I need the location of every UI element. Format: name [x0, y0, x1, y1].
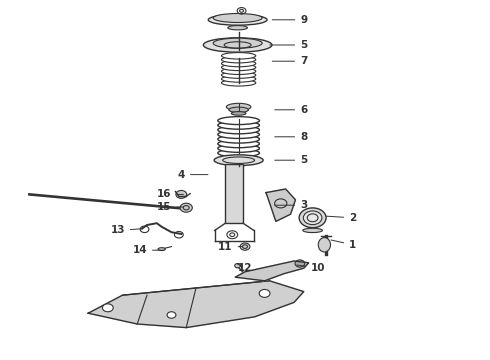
Ellipse shape [240, 243, 250, 250]
Text: 16: 16 [157, 189, 183, 199]
Ellipse shape [221, 64, 256, 71]
Ellipse shape [259, 289, 270, 297]
Text: 14: 14 [132, 245, 164, 255]
Text: 11: 11 [218, 242, 242, 252]
Bar [225, 164, 243, 223]
Polygon shape [266, 189, 295, 221]
Ellipse shape [218, 126, 260, 134]
Ellipse shape [218, 131, 260, 139]
Ellipse shape [235, 264, 241, 268]
Ellipse shape [221, 68, 256, 75]
Ellipse shape [213, 14, 262, 23]
Ellipse shape [158, 248, 166, 251]
Ellipse shape [229, 107, 248, 113]
Ellipse shape [303, 211, 322, 225]
Text: 2: 2 [326, 213, 356, 223]
Polygon shape [88, 281, 304, 328]
Ellipse shape [318, 238, 330, 252]
Text: 4: 4 [177, 170, 208, 180]
Ellipse shape [226, 103, 251, 111]
Text: 6: 6 [275, 105, 307, 115]
Ellipse shape [231, 112, 246, 115]
Ellipse shape [218, 144, 260, 152]
Ellipse shape [218, 140, 260, 148]
Ellipse shape [180, 203, 192, 212]
Ellipse shape [303, 228, 322, 233]
Ellipse shape [218, 135, 260, 143]
Text: 8: 8 [275, 132, 307, 142]
Ellipse shape [218, 117, 260, 125]
Text: 1: 1 [331, 240, 356, 250]
Ellipse shape [167, 312, 176, 318]
Ellipse shape [102, 304, 113, 312]
Ellipse shape [221, 60, 256, 67]
Ellipse shape [213, 38, 262, 48]
Ellipse shape [221, 57, 256, 63]
Polygon shape [235, 261, 309, 281]
Ellipse shape [218, 121, 260, 129]
Text: 10: 10 [297, 263, 326, 273]
Text: 3: 3 [275, 200, 307, 210]
Ellipse shape [221, 80, 256, 86]
Text: 9: 9 [272, 15, 307, 25]
Ellipse shape [208, 14, 267, 25]
Ellipse shape [221, 72, 256, 78]
Text: 7: 7 [272, 56, 308, 66]
Text: 15: 15 [157, 202, 183, 212]
Ellipse shape [214, 155, 263, 166]
Ellipse shape [218, 149, 260, 157]
Text: 5: 5 [270, 40, 307, 50]
Ellipse shape [176, 190, 187, 198]
Ellipse shape [203, 38, 272, 52]
Ellipse shape [299, 208, 326, 228]
Ellipse shape [221, 53, 256, 59]
Ellipse shape [295, 260, 305, 267]
Text: 13: 13 [110, 225, 142, 235]
Ellipse shape [221, 76, 256, 82]
Ellipse shape [228, 26, 247, 30]
Text: 5: 5 [275, 155, 307, 165]
Text: 12: 12 [238, 263, 252, 273]
